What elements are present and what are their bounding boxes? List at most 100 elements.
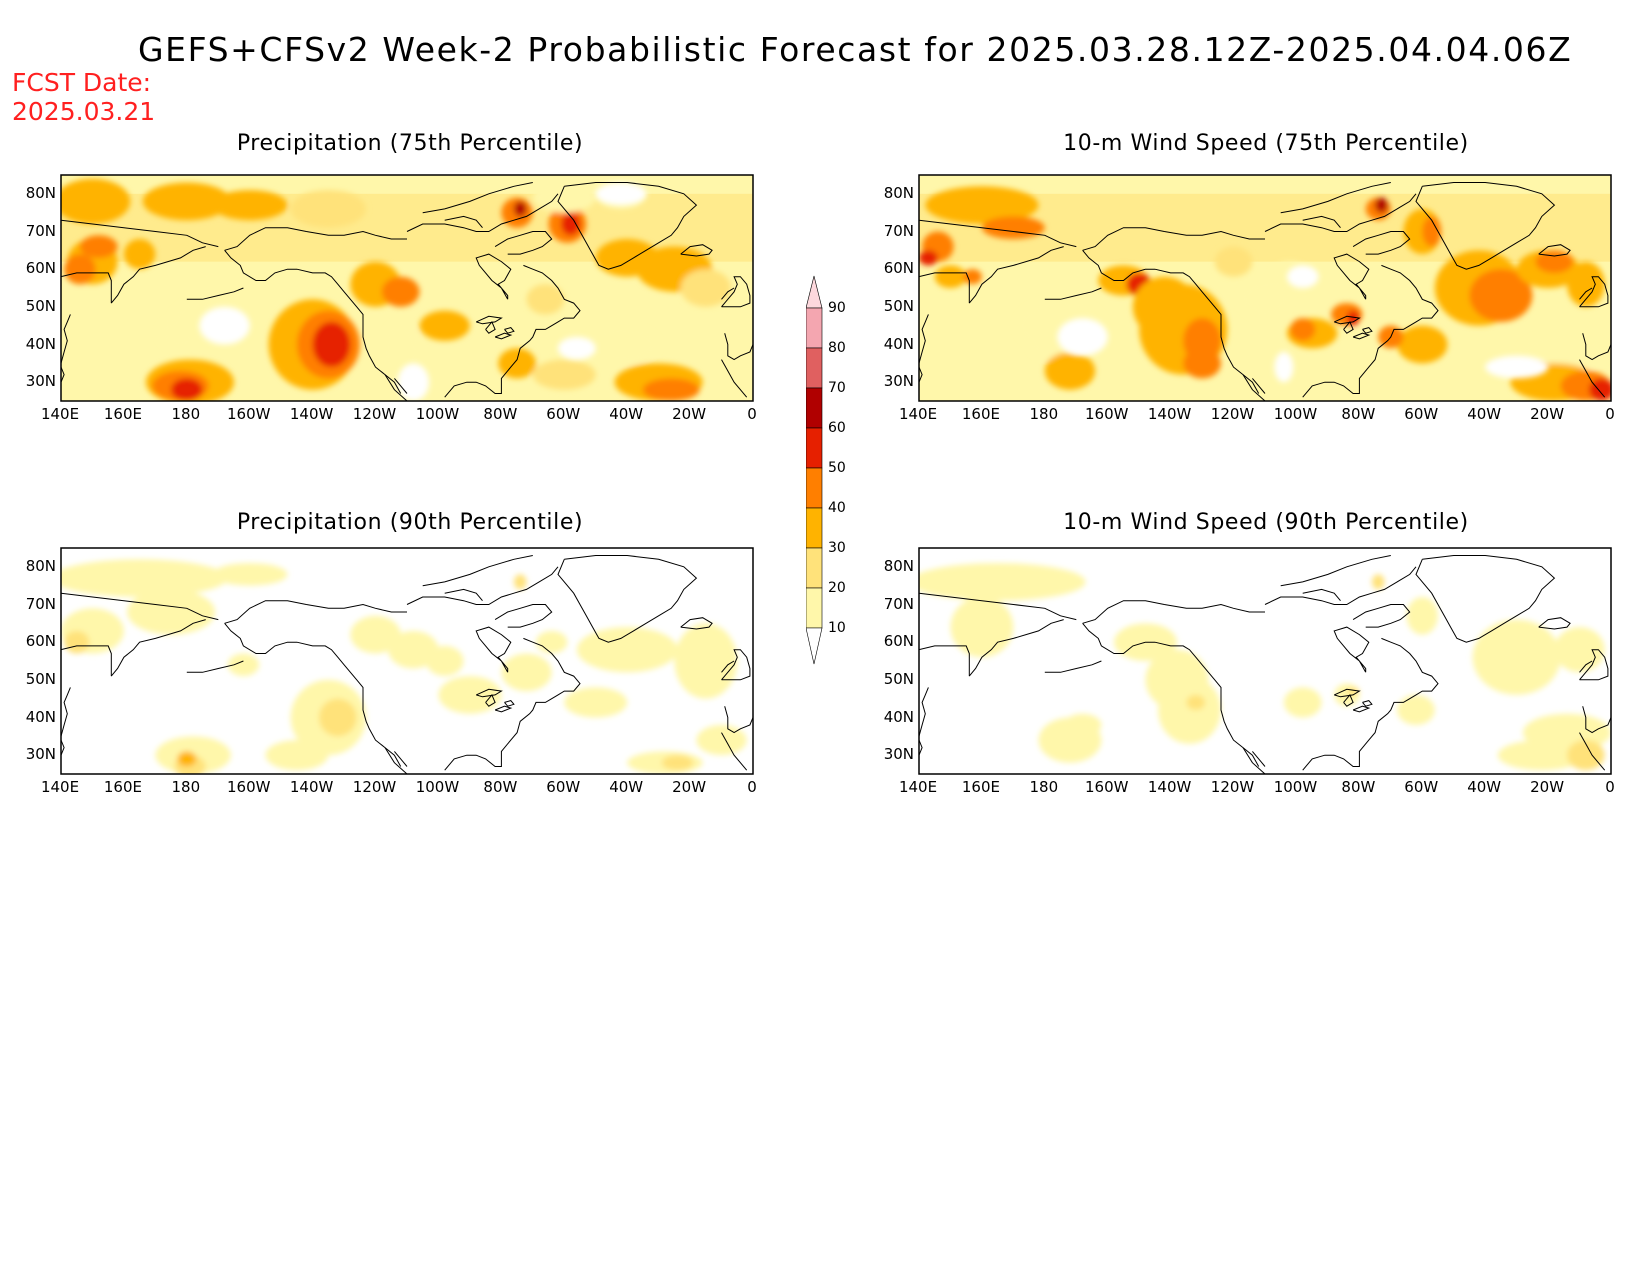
colorbar-cap-top xyxy=(805,275,823,309)
probability-region xyxy=(123,239,156,270)
coastline xyxy=(721,649,751,681)
lon-tick-label: 100W xyxy=(1273,405,1318,423)
coastline xyxy=(1252,751,1266,767)
coastline xyxy=(110,246,206,304)
panel-title-wind-75: 10-m Wind Speed (75th Percentile) xyxy=(1063,131,1469,156)
coastline xyxy=(1343,320,1354,334)
probability-region xyxy=(674,623,738,699)
coastline xyxy=(444,588,483,602)
coastline xyxy=(968,246,1064,304)
panel-title-precip-90: Precipitation (90th Percentile) xyxy=(236,510,584,535)
lon-tick-label: 60W xyxy=(1404,778,1439,796)
coastline xyxy=(1352,332,1371,340)
coastline xyxy=(1252,378,1266,394)
probability-region xyxy=(1554,627,1605,673)
lon-tick-label: 100W xyxy=(415,778,460,796)
lon-tick-label: 180 xyxy=(171,778,201,796)
lat-tick-label: 40N xyxy=(883,334,914,353)
probability-region xyxy=(1375,197,1388,213)
lon-tick-label: 40W xyxy=(609,405,644,423)
coastline xyxy=(721,359,748,398)
coastline xyxy=(422,182,533,214)
coastline xyxy=(61,645,112,677)
probability-region xyxy=(1566,740,1605,771)
probability-region xyxy=(925,186,1039,224)
lon-tick-label: 40W xyxy=(1467,778,1502,796)
coastline xyxy=(721,660,735,673)
coastline xyxy=(1352,231,1411,255)
probability-region xyxy=(919,563,1086,601)
coastline xyxy=(475,315,503,325)
probability-region xyxy=(227,653,260,677)
coastline xyxy=(384,747,408,774)
probability-region xyxy=(312,321,351,368)
coastline xyxy=(919,687,929,737)
probability-region xyxy=(381,276,420,307)
coastline xyxy=(1579,287,1593,300)
lat-tick-label: 70N xyxy=(883,594,914,613)
lat-tick-label: 80N xyxy=(25,183,56,202)
coastline xyxy=(1579,359,1606,398)
probability-region xyxy=(1290,318,1316,341)
lon-tick-label: 100W xyxy=(415,405,460,423)
coastline xyxy=(1044,660,1102,673)
probability-region xyxy=(425,645,464,677)
probability-region xyxy=(1283,687,1322,718)
panel-title-wind-90: 10-m Wind Speed (90th Percentile) xyxy=(1063,510,1469,535)
coastline xyxy=(919,645,970,677)
lon-tick-label: 140W xyxy=(289,778,334,796)
lat-tick-label: 80N xyxy=(25,556,56,575)
coastline xyxy=(919,366,923,383)
probability-region xyxy=(350,615,401,654)
coastline xyxy=(1333,253,1370,300)
coastline xyxy=(1044,287,1102,300)
probability-region xyxy=(532,359,596,390)
lon-tick-label: 120W xyxy=(352,778,397,796)
probability-region xyxy=(1397,694,1435,726)
lon-tick-label: 160W xyxy=(226,778,271,796)
lon-tick-label: 0 xyxy=(747,778,757,796)
coastline xyxy=(680,617,713,630)
map-precip-75 xyxy=(60,174,754,402)
lon-tick-label: 20W xyxy=(672,405,707,423)
coastline xyxy=(485,693,496,707)
coastline xyxy=(444,264,581,398)
coastline xyxy=(61,366,65,383)
lon-tick-label: 120W xyxy=(352,405,397,423)
coastline xyxy=(724,706,753,734)
probability-region xyxy=(680,269,731,307)
coastline xyxy=(919,272,970,304)
coastline xyxy=(1264,566,1417,605)
probability-region xyxy=(61,178,131,224)
lat-tick-label: 30N xyxy=(25,745,56,764)
lat-tick-label: 40N xyxy=(25,707,56,726)
coastline xyxy=(110,619,206,677)
probability-region xyxy=(526,284,565,315)
coastline xyxy=(444,215,483,229)
coastline xyxy=(1352,705,1371,713)
probability-region xyxy=(535,630,568,654)
coastline xyxy=(494,332,513,340)
lon-tick-label: 160E xyxy=(103,778,142,796)
lat-tick-label: 60N xyxy=(25,259,56,278)
colorbar-segment xyxy=(805,427,823,469)
map-canvas xyxy=(60,547,754,775)
lon-tick-label: 20W xyxy=(672,778,707,796)
probability-region xyxy=(438,676,502,714)
coastline xyxy=(680,244,713,257)
coastline xyxy=(919,219,1077,248)
forecast-date-value: 2025.03.21 xyxy=(12,97,156,126)
lon-tick-label: 180 xyxy=(171,405,201,423)
probability-region xyxy=(501,653,552,692)
coastline xyxy=(1280,555,1391,587)
panel-title-precip-75: Precipitation (75th Percentile) xyxy=(236,131,584,156)
lon-tick-label: 160W xyxy=(226,405,271,423)
coastline xyxy=(1333,626,1370,673)
lon-tick-label: 140W xyxy=(289,405,334,423)
probability-region xyxy=(576,627,678,673)
coastline xyxy=(475,253,512,300)
coastline xyxy=(1302,215,1341,229)
probability-region xyxy=(1183,348,1221,379)
colorbar-segment xyxy=(805,307,823,349)
low-probability-region xyxy=(1287,265,1319,288)
